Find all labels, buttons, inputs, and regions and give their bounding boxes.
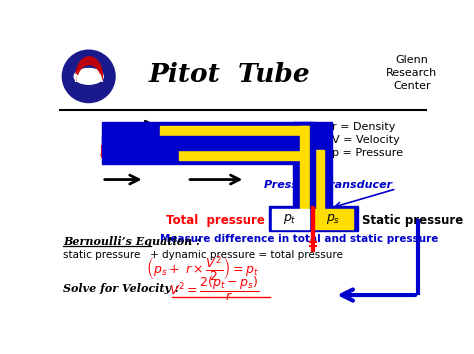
Circle shape	[63, 50, 115, 103]
Text: p  r: p r	[100, 142, 123, 155]
Text: $V^2 = \dfrac{2(p_t - p_s)}{r}$: $V^2 = \dfrac{2(p_t - p_s)}{r}$	[169, 274, 259, 303]
Bar	[179, 149, 311, 160]
Text: Bernoulli’s Equation :: Bernoulli’s Equation :	[63, 236, 201, 247]
Text: Pitot  Tube: Pitot Tube	[149, 62, 310, 87]
Text: $\left( p_s + \ r \times \dfrac{V^2}{2} \right) = p_t$: $\left( p_s + \ r \times \dfrac{V^2}{2} …	[146, 255, 259, 284]
Bar	[310, 122, 315, 219]
Text: Measure difference in total and static pressure: Measure difference in total and static p…	[160, 234, 439, 244]
Text: r = Density: r = Density	[332, 122, 395, 132]
Text: $p_s$: $p_s$	[326, 212, 340, 226]
Text: Glenn
Research
Center: Glenn Research Center	[386, 55, 438, 91]
Text: V: V	[100, 153, 109, 166]
Bar	[313, 209, 353, 229]
Bar	[311, 206, 314, 239]
Text: p = Pressure: p = Pressure	[332, 148, 403, 158]
Bar	[102, 136, 311, 149]
Bar	[268, 206, 357, 231]
Text: $p_t$: $p_t$	[283, 212, 297, 226]
Text: Total  pressure: Total pressure	[166, 214, 264, 227]
Bar	[300, 126, 310, 219]
Text: NASA: NASA	[73, 74, 104, 84]
Text: Solve for Velocity :: Solve for Velocity :	[63, 284, 179, 295]
Bar	[160, 126, 311, 136]
Text: static pressure   + dynamic pressure = total pressure: static pressure + dynamic pressure = tot…	[63, 250, 343, 260]
Bar	[102, 122, 311, 164]
Text: Static pressure: Static pressure	[362, 214, 463, 227]
Text: Pressure Transducer: Pressure Transducer	[264, 180, 392, 190]
Text: V = Velocity: V = Velocity	[332, 135, 400, 145]
Bar	[314, 149, 324, 219]
Bar	[293, 122, 332, 219]
Bar	[272, 209, 309, 229]
Ellipse shape	[74, 69, 103, 84]
